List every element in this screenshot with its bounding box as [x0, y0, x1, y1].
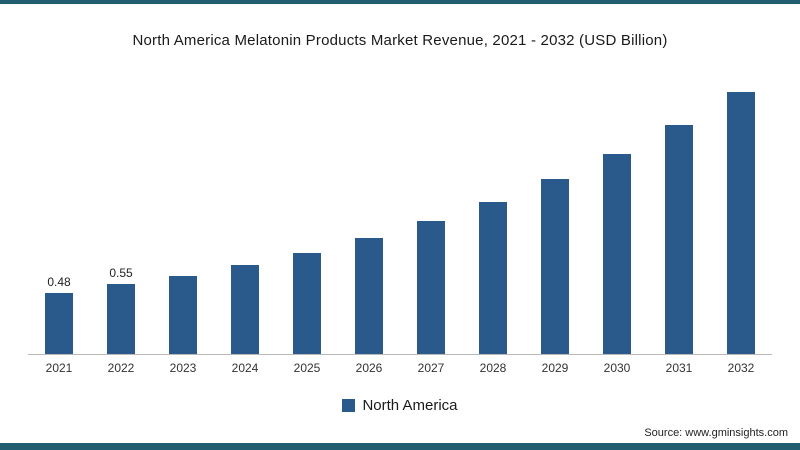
bar-column	[152, 64, 214, 354]
bar	[169, 276, 197, 354]
x-axis-label: 2029	[541, 361, 569, 375]
x-axis-label: 2024	[231, 361, 259, 375]
source-text: Source: www.gminsights.com	[644, 427, 788, 439]
bar-column	[276, 64, 338, 354]
bar-column: 0.55	[90, 64, 152, 354]
legend-swatch	[342, 399, 356, 412]
x-axis-label: 2027	[417, 361, 445, 375]
bar	[107, 284, 135, 354]
x-axis-label: 2022	[107, 361, 135, 375]
chart-title: North America Melatonin Products Market …	[132, 32, 668, 49]
legend: North America	[0, 397, 800, 414]
bar	[541, 179, 569, 354]
bar-column	[214, 64, 276, 354]
bar	[603, 154, 631, 354]
x-axis-label: 2032	[727, 361, 755, 375]
bar-value-label: 0.55	[109, 266, 133, 280]
top-border	[0, 0, 800, 4]
bar	[355, 238, 383, 354]
bar-column	[710, 64, 772, 354]
bar-column	[338, 64, 400, 354]
bar-chart-plot-area: 0.48 0.55	[28, 64, 772, 355]
bar-value-label: 0.48	[47, 275, 71, 289]
bar	[417, 221, 445, 354]
bar	[479, 202, 507, 354]
x-axis-label: 2023	[169, 361, 197, 375]
bar-column	[586, 64, 648, 354]
bar	[665, 125, 693, 354]
x-axis-label: 2028	[479, 361, 507, 375]
x-axis-label: 2026	[355, 361, 383, 375]
bar-column: 0.48	[28, 64, 90, 354]
bar-column	[648, 64, 710, 354]
x-axis-labels: 2021 2022 2023 2024 2025 2026 2027 2028 2029 2030…	[28, 361, 772, 375]
bar-column	[462, 64, 524, 354]
x-axis-label: 2025	[293, 361, 321, 375]
legend-label: North America	[362, 397, 458, 414]
bar-column	[524, 64, 586, 354]
bar	[293, 253, 321, 354]
x-axis-label: 2021	[45, 361, 73, 375]
bar	[231, 265, 259, 354]
bar-column	[400, 64, 462, 354]
x-axis-label: 2030	[603, 361, 631, 375]
bottom-border	[0, 443, 800, 450]
x-axis-label: 2031	[665, 361, 693, 375]
bar	[727, 92, 755, 354]
bar	[45, 293, 73, 354]
